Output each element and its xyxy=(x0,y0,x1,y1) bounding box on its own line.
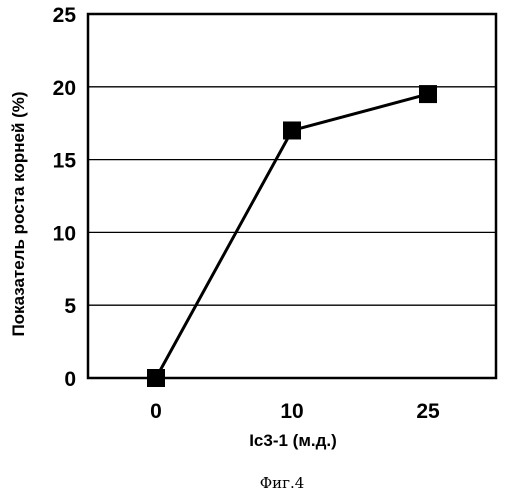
y-tick-label-20: 20 xyxy=(53,77,76,100)
y-tick-labels: 0 5 10 15 20 25 xyxy=(53,4,77,391)
y-tick-label-0: 0 xyxy=(64,368,76,391)
x-tick-label-0: 0 xyxy=(150,400,162,423)
plot-area-frame xyxy=(88,14,496,378)
data-point-10 xyxy=(283,121,301,139)
y-axis-title: Показатель роста корней (%) xyxy=(9,91,28,336)
x-tick-label-10: 10 xyxy=(280,400,303,423)
y-tick-label-25: 25 xyxy=(53,4,77,27)
x-tick-labels: 0 10 25 xyxy=(150,400,440,423)
data-point-25 xyxy=(419,85,437,103)
x-axis-title: Ic3-1 (м.д.) xyxy=(249,431,337,450)
y-tick-label-15: 15 xyxy=(53,150,77,173)
data-point-0 xyxy=(147,369,165,387)
gridlines xyxy=(88,87,496,305)
x-tick-label-25: 25 xyxy=(416,400,440,423)
y-tick-label-5: 5 xyxy=(64,295,76,318)
figure-caption: Фиг.4 xyxy=(260,474,305,492)
data-markers xyxy=(147,85,437,387)
y-tick-label-10: 10 xyxy=(53,222,76,245)
